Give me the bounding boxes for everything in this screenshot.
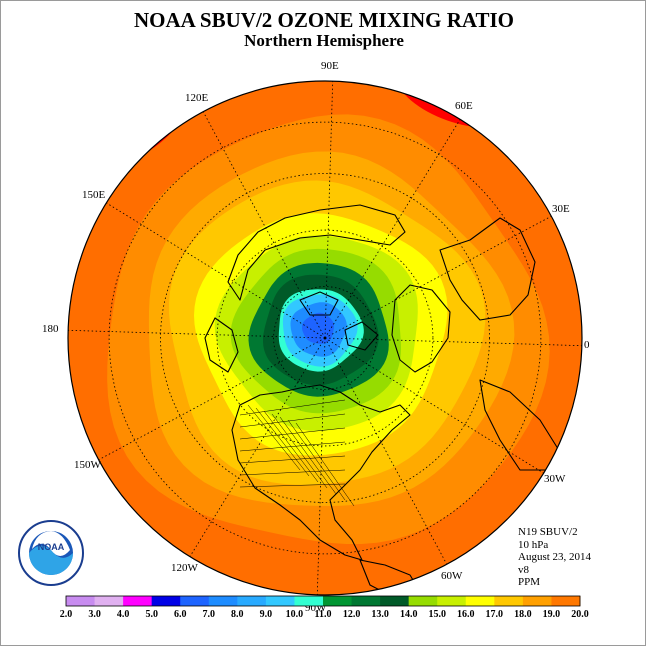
colorbar-tick-label: 2.0 [59,609,73,620]
colorbar-tick-label: 19.0 [542,609,561,620]
longitude-label: 90E [321,60,339,72]
page-subtitle: Northern Hemisphere [244,31,404,50]
latitude-circle [160,173,490,503]
latitude-circle [216,229,434,447]
meridian-line [324,337,544,474]
longitude-label: 30W [544,473,566,485]
version-label: v8 [518,563,529,576]
colorbar-tick-label: 9.0 [259,609,273,620]
meridian-line [324,337,582,347]
latitude-circle [273,286,377,390]
colorbar-tick-label: 20.0 [571,609,589,620]
meridian-line [68,329,326,339]
coastline-path [359,559,426,595]
longitude-label: 120E [185,92,209,104]
logo-text: NOAA [38,542,65,552]
longitude-label: 30E [552,203,570,215]
colorbar-segment [123,596,153,606]
satellite-label: N19 SBUV/2 [518,526,578,538]
colorbar-segment [94,596,124,606]
noaa-logo-icon: NOAA [18,520,84,586]
colorbar-tick-label: 13.0 [371,609,389,620]
coastline-path [231,384,411,561]
colorbar-segment [522,596,552,606]
coastline-path [344,321,379,351]
page-title: NOAA SBUV/2 OZONE MIXING RATIO [134,8,514,32]
state-boundaries [239,399,355,507]
colorbar-segment [437,596,467,606]
coastline-path [299,291,339,316]
colorbar-tick-label: 17.0 [485,609,504,620]
colorbar-segment [66,596,96,606]
colorbar-segment [380,596,410,606]
meridian-line [106,202,326,339]
colorbar-tick-label: 5.0 [145,609,158,620]
longitude-label: 150E [82,189,106,201]
colorbar-tick-label: 11.0 [314,609,332,620]
colorbar-tick-label: 3.0 [88,609,101,620]
colorbar-tick-label: 4.0 [116,609,130,620]
colorbar-segment [237,596,267,606]
meridian-line [189,337,326,557]
colorbar-segment [465,596,495,606]
colorbar-tick-label: 16.0 [457,609,475,620]
level-label: 10 hPa [518,538,549,551]
ozone-contour-band [302,312,334,344]
meridian-line [324,119,461,339]
colorbar-tick-label: 14.0 [399,609,418,620]
colorbar-segment [294,596,324,606]
coastline-path [391,284,451,373]
colorbar-segment [208,596,238,606]
meridian-line [324,81,334,339]
longitude-label: 60E [455,100,473,112]
meridian-line [324,337,448,565]
longitude-label: 180 [42,323,59,335]
colorbar-segment [551,596,581,606]
coastline-path [227,204,406,301]
colorbar-segment [265,596,295,606]
colorbar-tick-label: 7.0 [202,609,216,620]
longitude-label: 120W [171,562,198,574]
colorbar-segment [408,596,438,606]
colorbar-tick-label: 8.0 [231,609,244,620]
meridian-line [202,111,326,339]
colorbar-segment [351,596,381,606]
colorbar-tick-label: 10.0 [285,609,304,620]
coastline-path [439,217,536,321]
colorbar-segment [180,596,210,606]
latitude-circle [108,121,542,555]
colorbar-segment [494,596,524,606]
longitude-label: 0 [584,339,590,351]
coastline-path [204,317,239,373]
date-label: August 23, 2014 [518,551,592,563]
colorbar-tick-label: 12.0 [342,609,361,620]
coastlines [204,204,561,595]
meridian-line [324,215,552,339]
colorbar-tick-label: 6.0 [173,609,187,620]
colorbar-tick-label: 18.0 [514,609,532,620]
units-label: PPM [518,576,541,588]
longitude-label: 150W [74,459,101,471]
info-block: N19 SBUV/2 10 hPa August 23, 2014 v8 PPM [518,526,591,589]
longitude-label: 60W [441,570,463,582]
meridian-line [98,337,326,461]
colorbar-segment [323,596,353,606]
colorbar-tick-label: 15.0 [428,609,446,620]
colorbar-segment [151,596,181,606]
globe-border [67,80,583,596]
